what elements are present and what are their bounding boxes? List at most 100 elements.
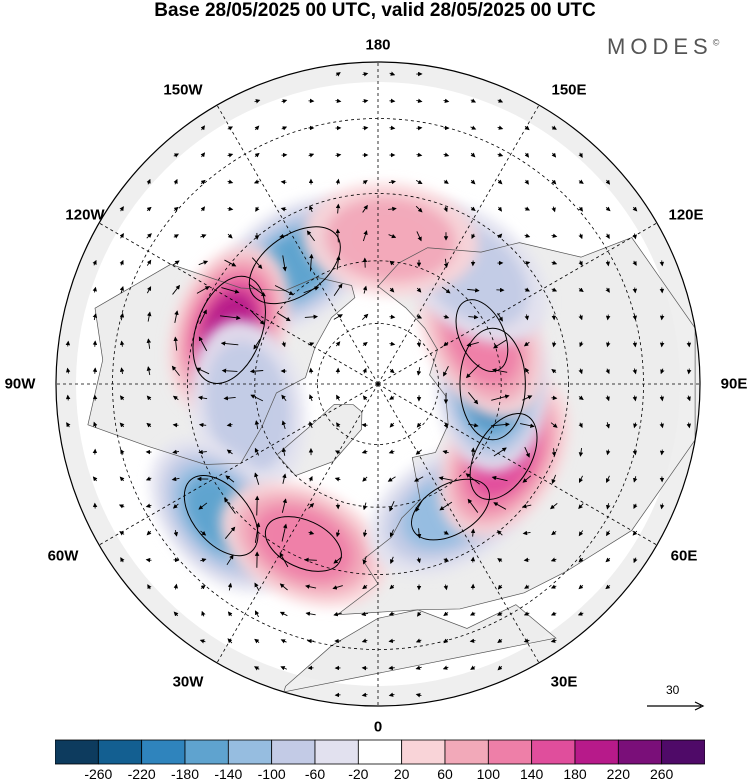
wind-vector bbox=[281, 523, 288, 542]
wind-vector bbox=[578, 584, 584, 590]
wind-vector bbox=[254, 472, 260, 485]
height-contour bbox=[183, 474, 259, 557]
wind-vector bbox=[605, 206, 611, 212]
wind-vector bbox=[146, 286, 152, 294]
wind-vector bbox=[281, 394, 287, 401]
wind-vector bbox=[224, 497, 236, 514]
lon-label-90w: 90W bbox=[4, 375, 36, 393]
wind-vector bbox=[308, 530, 315, 535]
wind-vector bbox=[93, 421, 98, 428]
wind-vector bbox=[686, 368, 692, 375]
wind-vector bbox=[173, 530, 179, 537]
wind-vector bbox=[200, 530, 207, 536]
wind-vector bbox=[303, 286, 320, 294]
wind-vector bbox=[578, 368, 583, 375]
wind-vector bbox=[332, 585, 343, 590]
wind-vector bbox=[388, 233, 397, 239]
wind-vector bbox=[497, 233, 503, 239]
wind-vector bbox=[632, 287, 638, 294]
wind-vector bbox=[282, 255, 287, 272]
wind-vector bbox=[92, 313, 98, 321]
wind-vector bbox=[551, 125, 557, 130]
wind-vector bbox=[174, 310, 179, 323]
wind-vector bbox=[305, 611, 316, 617]
wind-vector bbox=[521, 503, 532, 509]
wind-vector bbox=[550, 422, 558, 428]
wind-vector bbox=[605, 475, 611, 484]
wind-vector bbox=[362, 476, 368, 482]
wind-vector bbox=[524, 261, 531, 266]
colorbar-segment bbox=[531, 739, 576, 765]
colorbar-tick-label: -260 bbox=[84, 766, 113, 782]
wind-vector bbox=[335, 98, 342, 104]
wind-vector bbox=[362, 125, 369, 131]
wind-vector bbox=[659, 395, 665, 402]
wind-vector bbox=[335, 72, 341, 77]
lon-label-150e: 150E bbox=[551, 81, 587, 99]
wind-vector bbox=[388, 611, 395, 616]
wind-vector bbox=[173, 234, 179, 239]
wind-vector bbox=[281, 341, 286, 348]
wind-vector bbox=[335, 203, 341, 214]
wind-vector bbox=[443, 366, 449, 377]
wind-vector bbox=[362, 341, 368, 347]
wind-vector bbox=[119, 476, 125, 482]
wind-vector bbox=[172, 503, 179, 509]
wind-vector bbox=[221, 368, 238, 374]
positive-anomaly bbox=[220, 481, 387, 607]
wind-vector bbox=[249, 368, 264, 374]
wind-vector bbox=[254, 152, 260, 158]
wind-vector bbox=[362, 367, 367, 374]
wind-vector bbox=[304, 314, 319, 320]
wind-vector bbox=[226, 449, 233, 455]
wind-vector bbox=[497, 312, 503, 322]
colorbar-segment bbox=[444, 739, 489, 765]
wind-vector bbox=[388, 179, 396, 185]
wind-vector bbox=[550, 557, 557, 562]
wind-vector bbox=[389, 98, 396, 104]
wind-vector bbox=[280, 666, 288, 671]
wind-vector bbox=[443, 341, 449, 347]
wind-vector bbox=[605, 368, 610, 375]
wind-vector bbox=[146, 366, 152, 376]
wind-vector bbox=[335, 228, 341, 243]
wind-vector bbox=[470, 98, 477, 103]
wind-vector bbox=[416, 367, 422, 376]
wind-vector bbox=[468, 314, 479, 320]
wind-vector bbox=[493, 339, 507, 349]
lon-label-60w: 60W bbox=[47, 547, 79, 565]
wind-vector bbox=[443, 258, 449, 269]
wind-vector bbox=[362, 285, 368, 294]
wind-vector bbox=[198, 422, 207, 428]
wind-vector bbox=[253, 338, 261, 350]
wind-vector bbox=[497, 638, 503, 643]
wind-vector bbox=[470, 447, 476, 456]
wind-vector bbox=[439, 501, 453, 511]
wind-vector bbox=[578, 422, 583, 429]
wind-vector bbox=[362, 230, 368, 242]
anomaly-band bbox=[219, 363, 278, 450]
lon-label-30w: 30W bbox=[172, 673, 204, 691]
wind-vector bbox=[173, 206, 179, 212]
coastline bbox=[283, 604, 557, 693]
colorbar-tick-label: 220 bbox=[606, 766, 631, 782]
wind-vector bbox=[605, 233, 610, 240]
wind-vector bbox=[578, 233, 583, 240]
wind-vector bbox=[388, 206, 397, 212]
wind-vector bbox=[198, 449, 207, 455]
wind-vector bbox=[200, 125, 205, 131]
wind-vector bbox=[468, 423, 479, 428]
wind-vector bbox=[119, 259, 124, 266]
lon-label-90e: 90E bbox=[720, 375, 748, 393]
wind-vector bbox=[146, 311, 152, 322]
wind-vector bbox=[304, 557, 317, 563]
wind-vector bbox=[146, 178, 151, 185]
wind-vector bbox=[605, 260, 611, 267]
anomaly-layer bbox=[150, 183, 570, 607]
wind-vector bbox=[524, 314, 530, 321]
wind-vector bbox=[254, 610, 260, 618]
lon-label-120e: 120E bbox=[668, 206, 704, 224]
wind-vector bbox=[361, 449, 368, 454]
wind-vector bbox=[524, 206, 531, 211]
wind-vector bbox=[578, 557, 584, 563]
